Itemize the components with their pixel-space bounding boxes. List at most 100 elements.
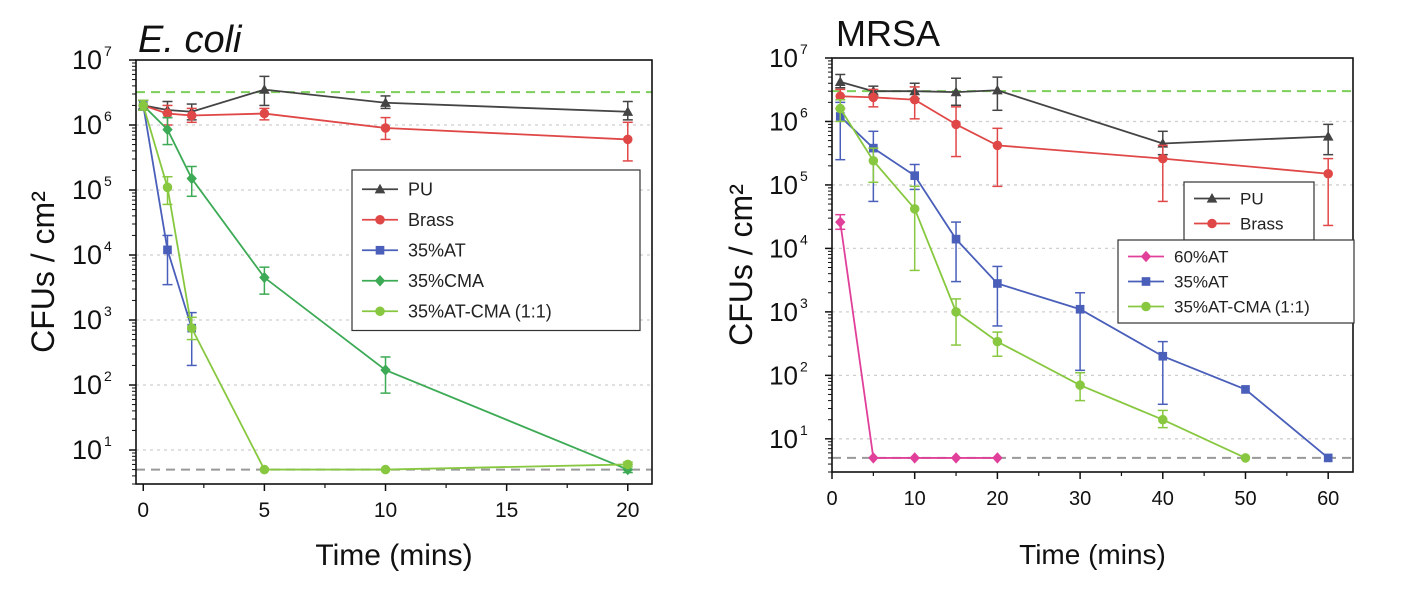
- data-point: [259, 108, 270, 119]
- data-point: [951, 119, 961, 130]
- y-tick-exponent: 5: [800, 168, 808, 184]
- y-tick-label: 10: [769, 297, 798, 327]
- data-point: [622, 134, 633, 145]
- data-point: [138, 100, 149, 111]
- y-tick-exponent: 6: [800, 104, 808, 120]
- data-point: [909, 204, 920, 214]
- data-point: [1158, 351, 1168, 361]
- legend-label: PU: [408, 179, 433, 199]
- y-tick-label: 10: [769, 233, 798, 263]
- data-point: [909, 452, 920, 464]
- data-point: [835, 103, 846, 114]
- data-point: [992, 84, 1003, 95]
- x-tick-label: 5: [259, 499, 271, 522]
- series-brass: [835, 86, 1334, 227]
- chart-title: E. coli: [138, 19, 243, 61]
- y-axis-title: CFUs / cm²: [25, 191, 61, 353]
- data-point: [1241, 385, 1250, 394]
- x-tick-label: 15: [495, 499, 518, 522]
- data-point: [1075, 380, 1085, 390]
- y-tick-exponent: 4: [800, 231, 808, 247]
- plot-frame: [135, 59, 653, 485]
- data-point: [1158, 153, 1168, 164]
- legend-label: 35%AT: [408, 240, 466, 260]
- x-tick-label: 40: [1152, 488, 1174, 510]
- data-point: [835, 216, 846, 228]
- y-axis-title: CFUs / cm²: [723, 184, 759, 346]
- legend-0: PU Brass 35%AT 35%CMA 35%AT-CMA (1:1): [351, 169, 641, 332]
- y-tick-label: 10: [769, 424, 798, 454]
- x-tick-label: 60: [1317, 488, 1339, 510]
- data-point: [1322, 130, 1334, 141]
- data-point: [868, 452, 879, 464]
- y-tick-label: 10: [769, 43, 798, 73]
- data-point: [909, 94, 920, 105]
- series-35-at-cma-1-1: [835, 98, 1251, 463]
- data-point: [910, 171, 920, 180]
- legend-marker: [375, 306, 385, 317]
- x-tick-label: 20: [616, 499, 639, 522]
- y-tick-label: 10: [72, 435, 102, 465]
- legend-marker: [1140, 250, 1152, 263]
- legend-0: PU Brass: [1183, 181, 1315, 241]
- data-point: [259, 464, 270, 475]
- x-axis-title: Time (mins): [315, 539, 472, 572]
- series-line: [142, 105, 628, 471]
- y-tick-label: 10: [769, 106, 798, 136]
- legend-marker: [1207, 218, 1217, 229]
- x-tick-label: 10: [904, 488, 926, 510]
- legend-label: 35%AT: [1174, 273, 1229, 292]
- data-point: [868, 156, 879, 166]
- legend-label: Brass: [1240, 215, 1283, 234]
- legend-marker: [375, 214, 385, 225]
- data-point: [992, 452, 1003, 464]
- data-point: [162, 123, 173, 136]
- legend-label: 35%AT-CMA (1:1): [408, 301, 552, 321]
- data-point: [992, 336, 1003, 347]
- y-tick-label: 10: [72, 110, 102, 140]
- x-tick-label: 30: [1069, 488, 1091, 510]
- y-tick-label: 10: [72, 305, 102, 335]
- x-tick-label: 50: [1234, 488, 1256, 510]
- y-tick-exponent: 6: [104, 108, 112, 124]
- y-tick-label: 10: [72, 175, 102, 205]
- data-point: [380, 97, 391, 107]
- data-point: [1158, 414, 1168, 425]
- x-axis-title: Time (mins): [1019, 539, 1166, 570]
- y-tick-label: 10: [72, 45, 102, 75]
- y-tick-exponent: 7: [104, 43, 112, 59]
- legend-1: 60%AT 35%AT 35%AT-CMA (1:1): [1117, 239, 1355, 324]
- legend-marker: [374, 275, 386, 287]
- data-point: [163, 245, 172, 255]
- x-tick-label: 0: [826, 488, 837, 510]
- series-35-at: [835, 101, 1333, 463]
- data-point: [380, 464, 391, 475]
- legend-label: Brass: [408, 210, 454, 230]
- legend-marker: [1141, 301, 1151, 312]
- data-point: [993, 279, 1002, 288]
- legend-label: 35%CMA: [408, 271, 484, 291]
- legend-label: 60%AT: [1174, 248, 1229, 267]
- legend-marker: [1206, 192, 1218, 203]
- data-point: [1075, 304, 1085, 314]
- data-point: [259, 84, 270, 94]
- data-point: [951, 307, 961, 317]
- y-tick-exponent: 7: [800, 41, 808, 57]
- data-point: [186, 110, 197, 121]
- x-tick-label: 0: [137, 499, 149, 522]
- y-tick-exponent: 2: [104, 368, 112, 384]
- data-point: [622, 106, 634, 116]
- y-tick-exponent: 3: [104, 303, 112, 319]
- legend-box: [351, 169, 641, 332]
- data-point: [622, 459, 633, 470]
- data-point: [1240, 453, 1251, 463]
- series-line: [840, 95, 1329, 175]
- y-tick-exponent: 5: [104, 173, 112, 189]
- legend-label: PU: [1240, 190, 1264, 209]
- data-point: [950, 452, 962, 464]
- legend-marker: [1141, 277, 1151, 286]
- data-point: [162, 108, 173, 119]
- data-point: [834, 76, 846, 87]
- x-tick-label: 20: [986, 488, 1008, 510]
